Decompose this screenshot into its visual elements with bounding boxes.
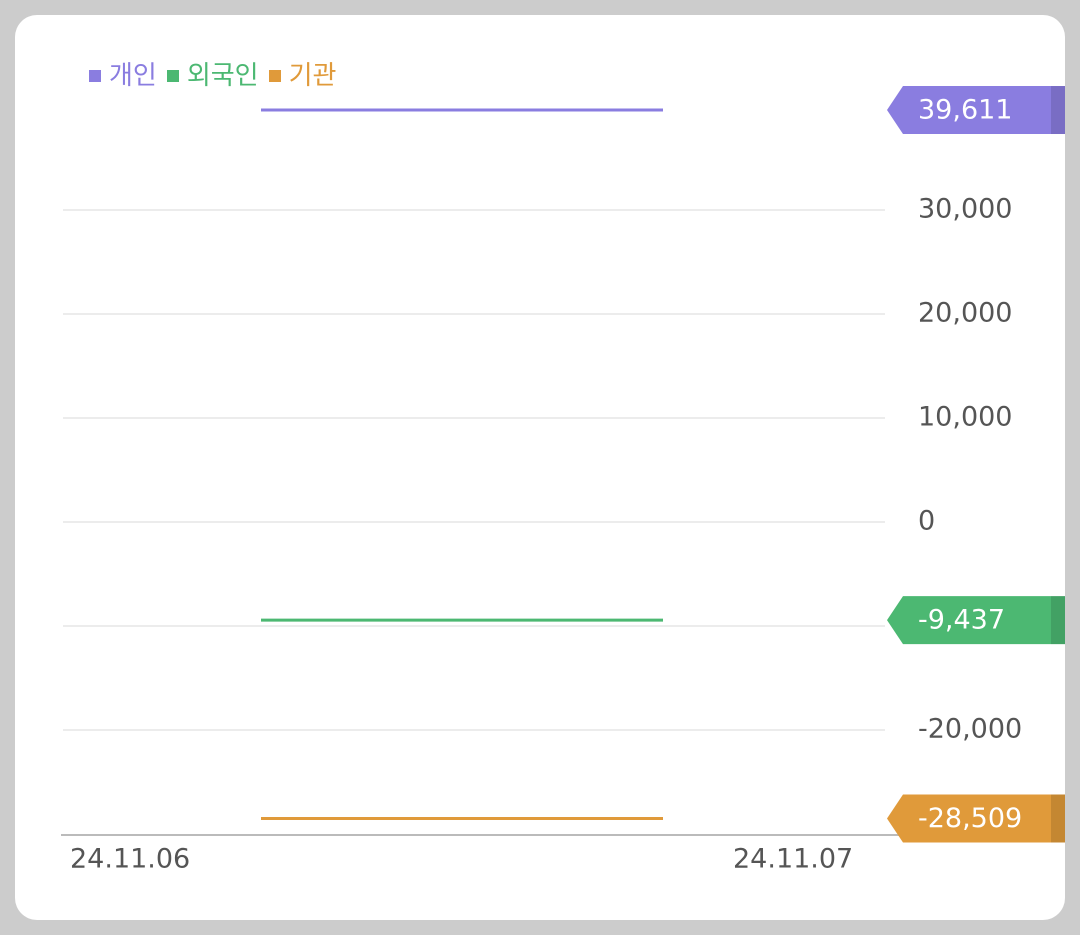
legend: 개인 외국인 기관 (89, 59, 346, 93)
value-tag-edge (1051, 794, 1065, 843)
legend-item-individual: 개인 (89, 59, 157, 93)
chart-plot: 30,000 20,000 10,000 0 -20,000 24.11.06 24.11.… (61, 86, 1065, 875)
value-tag-label: -9,437 (918, 605, 1005, 636)
legend-swatch-individual (89, 70, 101, 82)
y-tick-label: 0 (918, 506, 935, 537)
chart-card: 개인 외국인 기관 30,000 20,000 10,000 0 -20,000 24.1… (15, 15, 1065, 920)
value-tag (887, 794, 1065, 843)
legend-label-institution: 기관 (288, 61, 337, 91)
y-tick-label: 30,000 (918, 194, 1012, 225)
x-tick-label: 24.11.06 (70, 844, 190, 875)
value-tag-label: -28,509 (918, 803, 1022, 834)
value-tag-label: 39,611 (918, 95, 1012, 126)
x-tick-label: 24.11.07 (733, 844, 853, 875)
legend-swatch-foreign (166, 70, 179, 82)
value-tag-edge (1051, 86, 1065, 135)
y-tick-label: 10,000 (918, 402, 1012, 433)
legend-label-individual: 개인 (109, 61, 157, 91)
y-tick-label: 20,000 (918, 298, 1012, 329)
legend-item-institution: 기관 (268, 59, 337, 93)
y-tick-label: -20,000 (918, 714, 1022, 745)
legend-item-foreign: 외국인 (166, 59, 259, 93)
legend-swatch-institution (268, 70, 281, 82)
legend-label-foreign: 외국인 (186, 61, 259, 91)
value-tag-edge (1051, 596, 1065, 645)
value-tag (887, 596, 1065, 645)
value-tag (887, 86, 1065, 135)
